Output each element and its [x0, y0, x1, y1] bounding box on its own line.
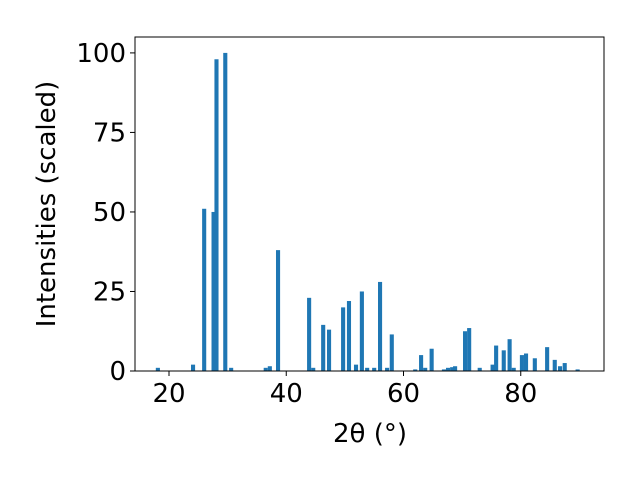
bar [413, 369, 418, 371]
bar [267, 366, 272, 371]
bar [353, 364, 359, 371]
bar [552, 359, 557, 371]
y-tick-label: 25 [93, 277, 126, 307]
x-axis-label: 2θ (°) [333, 419, 407, 449]
bar [190, 364, 196, 371]
bar [202, 208, 207, 371]
bar [211, 211, 216, 371]
bar [229, 367, 234, 371]
bar [441, 369, 447, 371]
bar [532, 358, 537, 371]
bar [453, 366, 458, 371]
bar [372, 367, 377, 371]
bar [275, 250, 281, 371]
bar [385, 367, 390, 371]
bar [359, 291, 364, 371]
bar [446, 367, 451, 371]
bar [419, 355, 424, 371]
bar [557, 366, 563, 371]
bar [490, 364, 495, 371]
bar [523, 353, 529, 371]
y-axis-label: Intensities (scaled) [32, 81, 62, 328]
bar [429, 348, 434, 371]
bar [575, 369, 580, 371]
bar [365, 367, 370, 371]
bar [389, 334, 394, 371]
bar [463, 331, 468, 371]
bar [341, 307, 346, 371]
bar [519, 355, 524, 371]
bar [263, 367, 268, 371]
bar [467, 328, 472, 371]
y-tick-label: 50 [93, 198, 126, 228]
bar [155, 367, 160, 371]
bar [321, 324, 326, 371]
x-tick-label: 40 [270, 379, 303, 409]
bar [214, 59, 219, 372]
x-tick-label: 20 [152, 379, 185, 409]
bar [423, 367, 428, 371]
bar [477, 367, 482, 371]
bar [346, 301, 352, 371]
bar [450, 367, 455, 371]
bar [326, 329, 332, 371]
bar [378, 281, 383, 371]
x-tick-label: 60 [387, 379, 420, 409]
bar [311, 367, 316, 371]
bar [562, 363, 567, 371]
y-tick-label: 75 [93, 118, 126, 148]
bar [223, 52, 228, 372]
y-tick-label: 0 [109, 357, 126, 387]
bar [494, 345, 499, 371]
bar [307, 297, 312, 371]
bar [545, 347, 550, 371]
plot-frame [134, 36, 605, 372]
bar [507, 339, 512, 371]
bar [511, 367, 516, 371]
x-tick-label: 80 [504, 379, 537, 409]
y-tick-label: 100 [76, 39, 126, 69]
bar [501, 350, 506, 371]
